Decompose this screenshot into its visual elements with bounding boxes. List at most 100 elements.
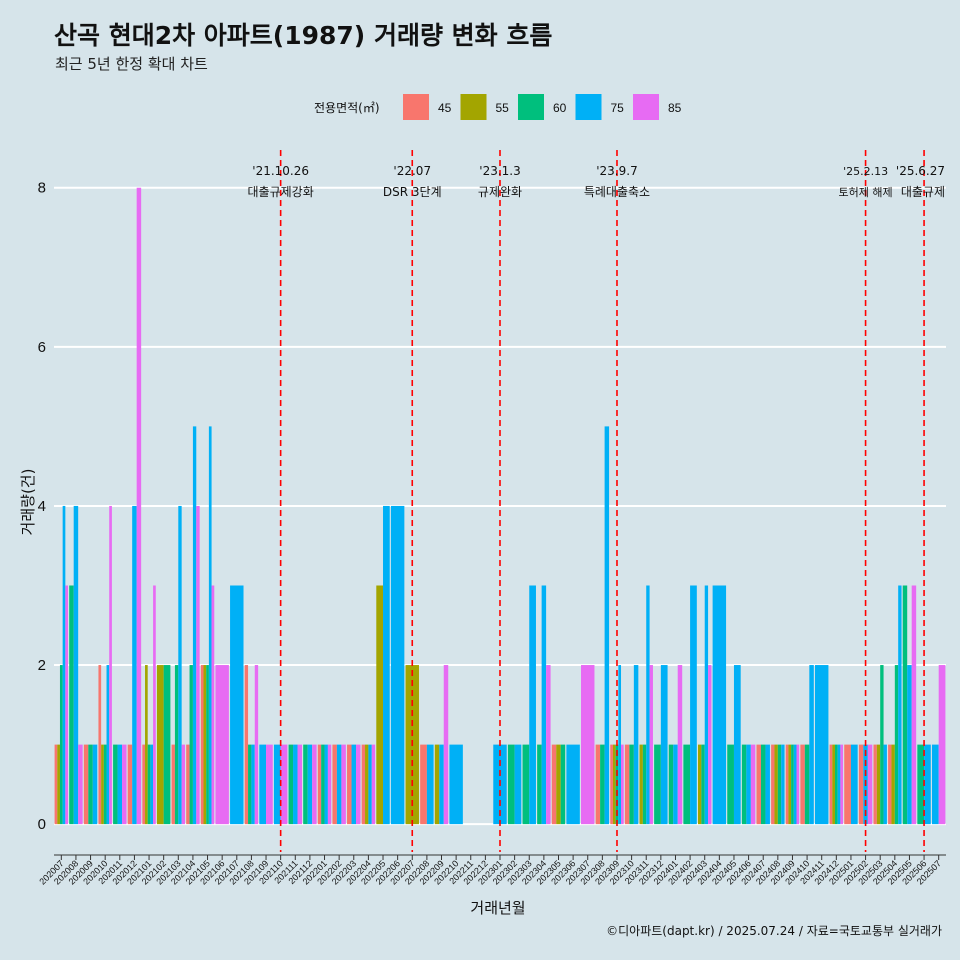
bar-60-202303 xyxy=(522,744,530,825)
legend-key-85 xyxy=(633,94,659,120)
bar-45-202503 xyxy=(873,744,877,825)
bar-45-202208 xyxy=(420,744,427,825)
bar-45-202409 xyxy=(785,744,789,825)
bar-60-202412 xyxy=(834,744,838,825)
bar-75-202309 xyxy=(618,665,622,825)
bar-85-202104 xyxy=(196,505,200,825)
bar-75-202012 xyxy=(132,505,137,825)
bar-75-202009 xyxy=(92,744,98,825)
bar-75-202403 xyxy=(704,585,709,825)
bar-75-202312 xyxy=(660,665,668,825)
legend-label: 75 xyxy=(611,101,625,115)
bar-45-202407 xyxy=(756,744,761,825)
event-lines: '21.10.26 대출규제강화 '22.07 DSR 3단계 '23.1.3 규제완화 '… xyxy=(248,150,945,852)
bar-75-202411 xyxy=(814,665,829,825)
bar-85-202502 xyxy=(867,744,873,825)
bar-60-202310 xyxy=(629,744,634,825)
bar-75-202209 xyxy=(439,744,444,825)
bar-75-202108 xyxy=(251,744,255,825)
bar-85-202209 xyxy=(443,665,449,825)
bar-85-202505 xyxy=(911,585,917,825)
bar-60-202007 xyxy=(59,665,63,825)
bar-75-202204 xyxy=(368,744,372,825)
bar-85-202409 xyxy=(796,744,800,825)
bar-60-202103 xyxy=(174,665,179,825)
bar-75-202007 xyxy=(62,505,66,825)
x-axis: 2020072020082020092020102020112020122021… xyxy=(37,854,946,887)
bar-60-202503 xyxy=(880,665,884,825)
bar-85-202406 xyxy=(750,744,756,825)
bar-75-202107 xyxy=(230,585,244,825)
bar-55-202102 xyxy=(156,665,164,825)
bar-55-202007 xyxy=(57,744,60,825)
bar-75-202408 xyxy=(781,744,785,825)
bar-85-202007 xyxy=(65,585,69,825)
bar-75-202110 xyxy=(273,744,281,825)
bar-85-202412 xyxy=(840,744,844,825)
bar-75-202501 xyxy=(850,744,858,825)
bar-60-202407 xyxy=(760,744,766,825)
bar-60-202505 xyxy=(902,585,908,825)
legend-label: 60 xyxy=(553,101,567,115)
bar-85-202403 xyxy=(708,665,712,825)
bar-75-202304 xyxy=(541,585,547,825)
bar-60-202302 xyxy=(507,744,515,825)
event-date: '22.07 xyxy=(393,164,431,178)
bar-75-202104 xyxy=(192,426,197,825)
bar-45-202408 xyxy=(771,744,775,825)
legend-key-60 xyxy=(518,94,544,120)
bar-60-202304 xyxy=(537,744,542,825)
bar-55-202205 xyxy=(376,585,384,825)
bar-60-202102 xyxy=(163,665,171,825)
bar-85-202105 xyxy=(211,585,215,825)
bar-45-202202 xyxy=(332,744,337,825)
bar-75-202203 xyxy=(351,744,357,825)
bar-60-202405 xyxy=(727,744,734,825)
bar-75-202011 xyxy=(117,744,123,825)
event-label: 특례대출축소 xyxy=(584,185,650,199)
bar-60-202308 xyxy=(600,744,605,825)
bar-75-202202 xyxy=(336,744,342,825)
bar-60-202403 xyxy=(701,744,705,825)
bar-75-202105 xyxy=(208,426,212,825)
bar-60-202010 xyxy=(103,744,107,825)
bar-55-202101 xyxy=(145,665,148,825)
bar-60-202008 xyxy=(69,585,74,825)
bar-55-202209 xyxy=(434,744,440,825)
bar-60-202112 xyxy=(303,744,308,825)
bar-60-202105 xyxy=(206,665,209,825)
bar-75-202311 xyxy=(646,585,650,825)
bar-85-202101 xyxy=(153,585,156,825)
bar-45-202108 xyxy=(244,665,249,825)
event-label: 토허제 해제 xyxy=(839,185,893,199)
bar-75-202410 xyxy=(809,665,814,825)
bar-60-202402 xyxy=(683,744,691,825)
bar-45-202009 xyxy=(83,744,89,825)
bar-85-202010 xyxy=(109,505,112,825)
bar-85-202109 xyxy=(266,744,273,825)
legend-key-45 xyxy=(403,94,429,120)
legend-label: 45 xyxy=(438,101,452,115)
bar-60-202108 xyxy=(248,744,252,825)
bar-85-202108 xyxy=(254,665,259,825)
y-tick-label: 6 xyxy=(38,339,46,356)
bar-45-202104 xyxy=(186,744,190,825)
bar-60-202104 xyxy=(189,665,193,825)
event-label: 대출규제강화 xyxy=(248,185,314,199)
bar-55-202409 xyxy=(788,744,792,825)
y-axis-title: 거래량(건) xyxy=(19,469,37,536)
bar-75-202407 xyxy=(765,744,770,825)
bar-45-202203 xyxy=(347,744,352,825)
bar-75-202010 xyxy=(106,665,110,825)
legend: 전용면적(㎡) 45 55 60 75 85 xyxy=(314,94,682,120)
legend-key-55 xyxy=(460,94,487,120)
bar-60-202305 xyxy=(560,744,566,825)
bar-85-202111 xyxy=(297,744,303,825)
bar-75-202507 xyxy=(931,744,939,825)
bar-60-202111 xyxy=(288,744,294,825)
bar-45-202201 xyxy=(317,744,322,825)
bar-60-202011 xyxy=(113,744,118,825)
bar-60-202201 xyxy=(321,744,325,825)
bar-85-202112 xyxy=(312,744,317,825)
